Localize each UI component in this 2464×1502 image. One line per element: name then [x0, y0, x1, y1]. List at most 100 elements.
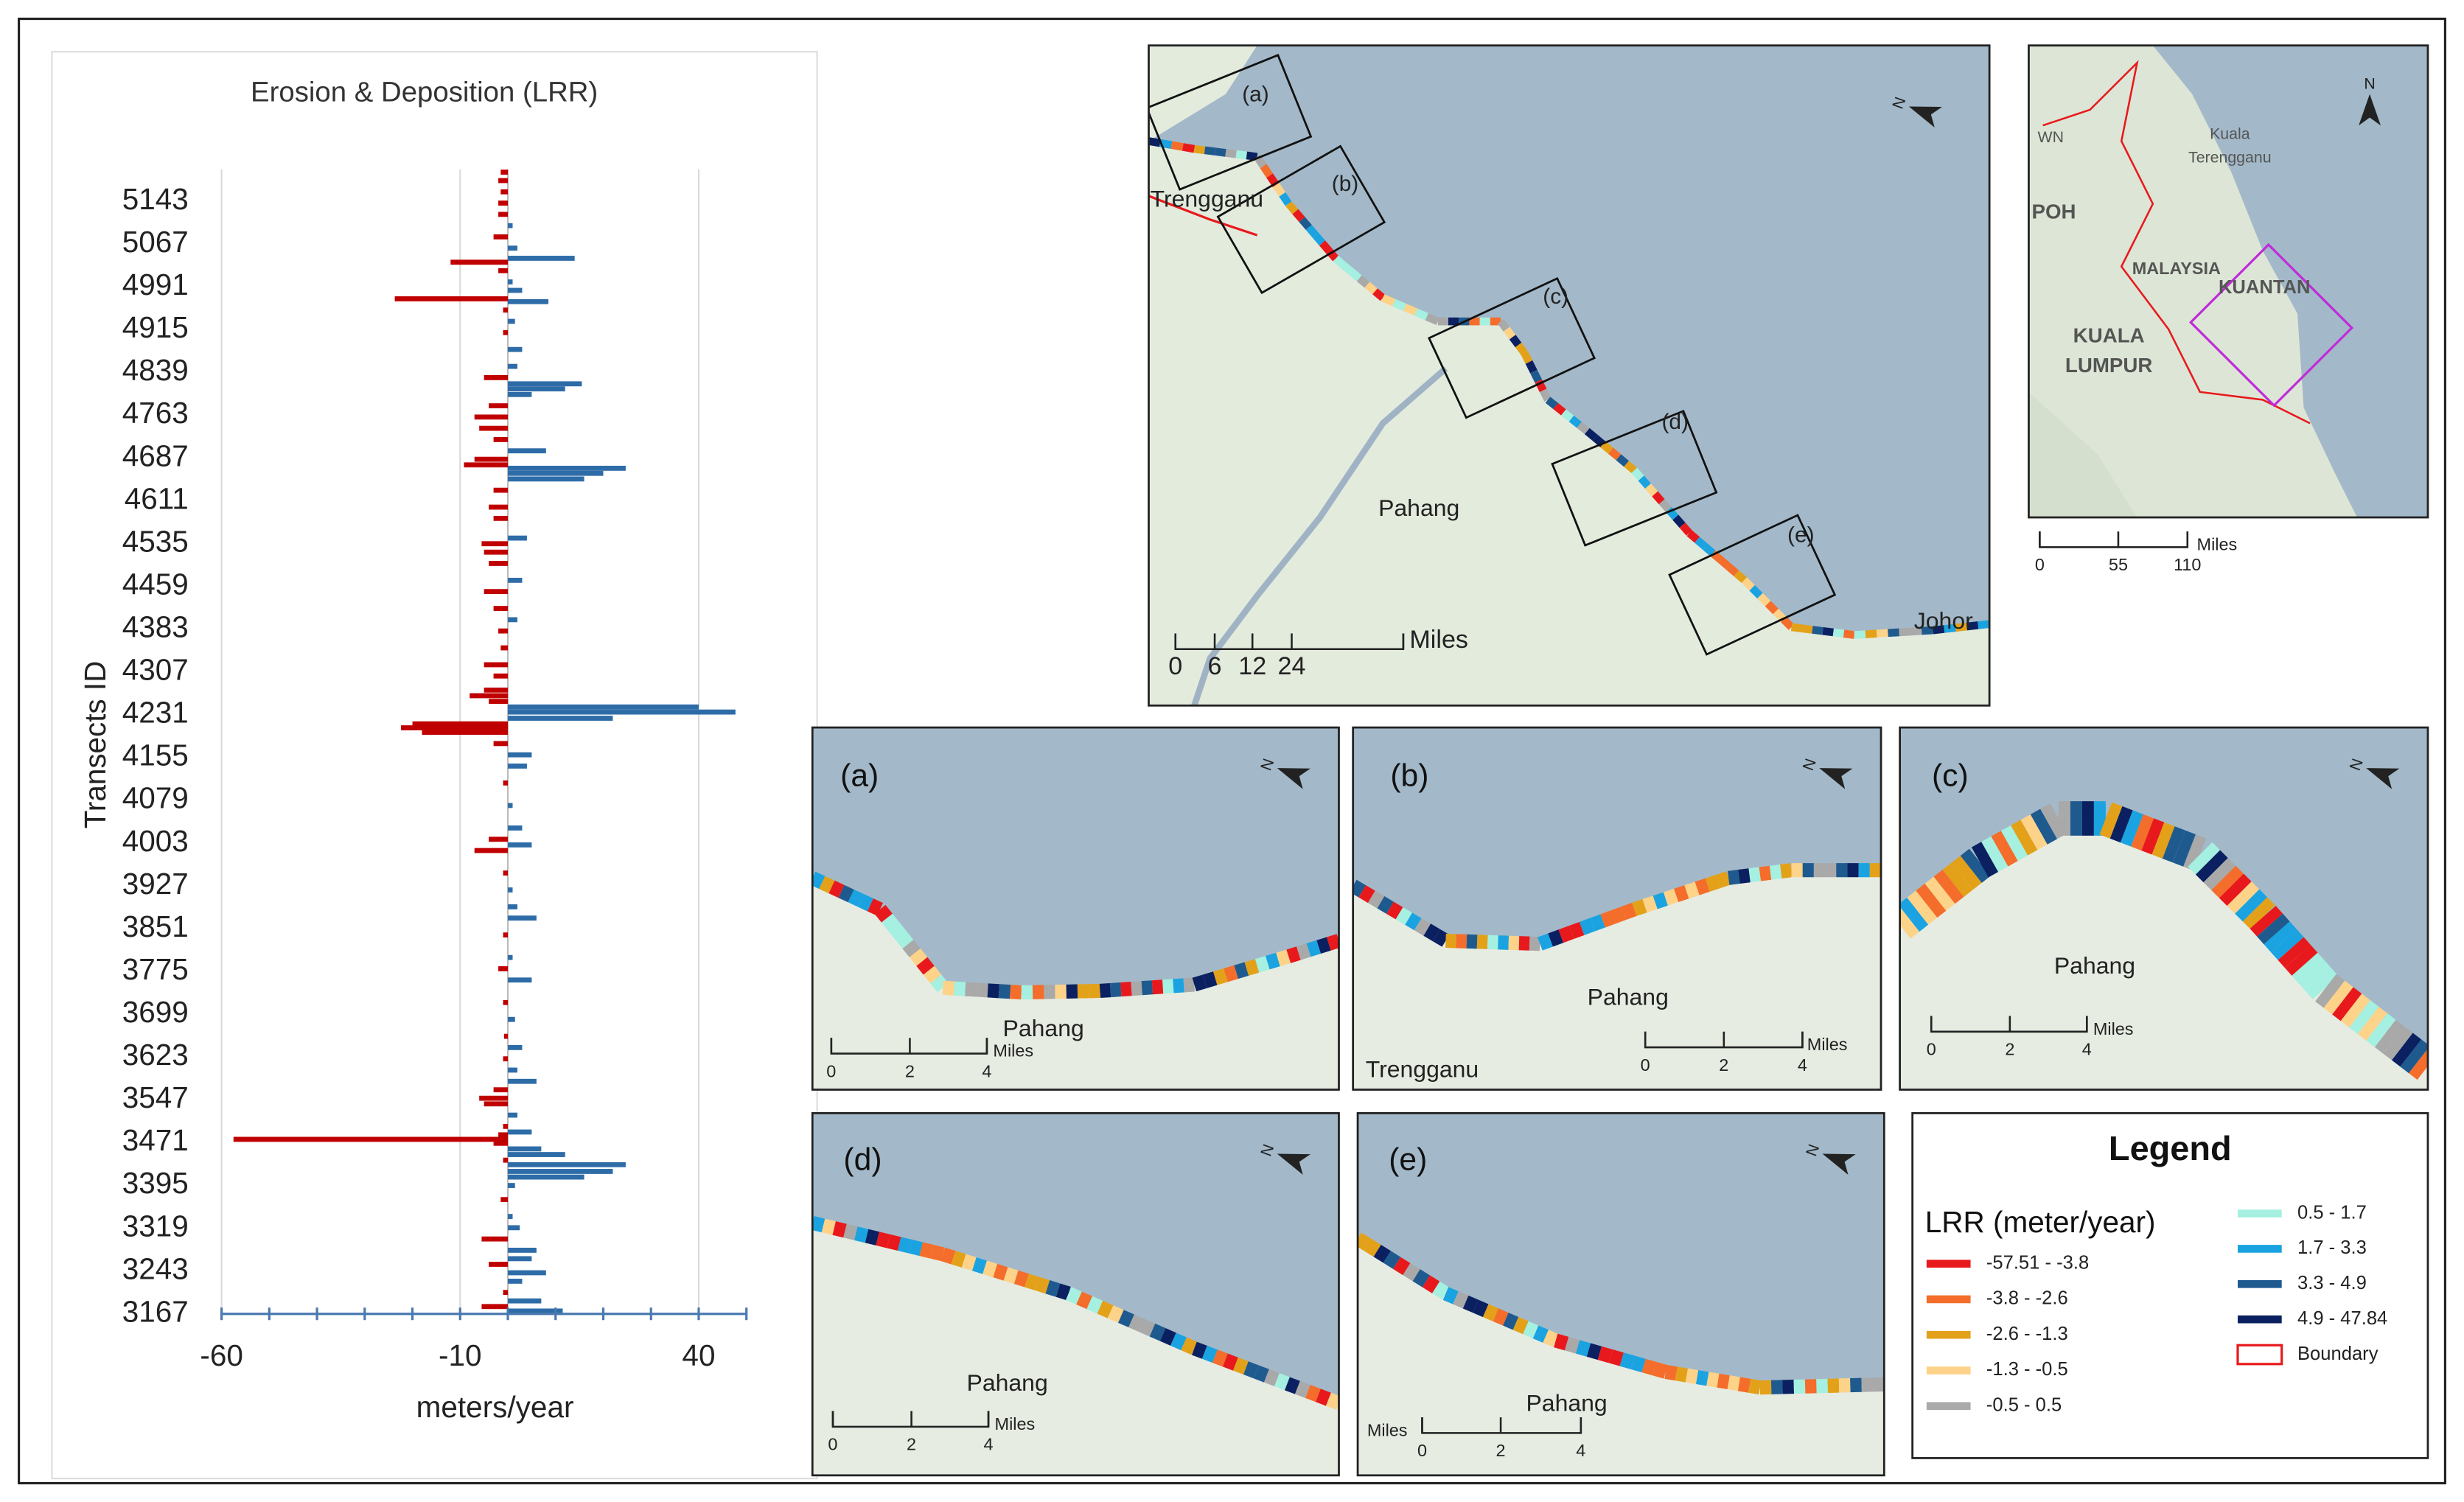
bar [493, 673, 509, 679]
scale-unit: Miles [2197, 535, 2238, 554]
shoreline-segment [1191, 1341, 1207, 1359]
shoreline-segment [919, 1242, 934, 1259]
bar [508, 1152, 565, 1157]
bar [508, 1067, 517, 1073]
shoreline-segment [812, 871, 826, 890]
shoreline-segment [1921, 626, 1933, 635]
place-label: POH [2032, 200, 2076, 223]
north-label: N [1257, 1142, 1278, 1159]
shoreline-segment [1748, 867, 1762, 883]
shoreline-segment [2227, 881, 2260, 914]
extent-label: (b) [1332, 172, 1358, 196]
shoreline-segment [1553, 402, 1566, 416]
bar [508, 391, 532, 397]
bar [498, 966, 509, 971]
shoreline-segment [1695, 878, 1710, 895]
shoreline-segment [1316, 937, 1331, 954]
shoreline-segment [1702, 543, 1716, 556]
scale-label: 0 [828, 1435, 837, 1454]
shoreline-segment [1616, 454, 1630, 467]
bar [474, 414, 509, 420]
shoreline-segment [1664, 1364, 1678, 1381]
bar [498, 212, 509, 217]
bar [503, 1157, 509, 1163]
shoreline-segment [1644, 483, 1658, 497]
shoreline-segment [1414, 308, 1428, 321]
shoreline-segment [1364, 282, 1378, 295]
shoreline-segment [1333, 255, 1347, 268]
map-border [811, 726, 1340, 1091]
bar [508, 298, 549, 304]
shoreline-segment [1600, 910, 1616, 928]
scale-label: 2 [907, 1435, 916, 1454]
shoreline-segment [1590, 914, 1605, 932]
bar [508, 954, 513, 960]
shoreline-segment [1482, 1304, 1499, 1321]
shoreline-segment [1568, 921, 1585, 940]
shoreline-segment [1263, 1369, 1280, 1387]
scale-label: 6 [1208, 652, 1222, 680]
shoreline-segment [1425, 312, 1439, 325]
shoreline-segment [1295, 1380, 1310, 1398]
shoreline-segment [1942, 862, 1973, 897]
shoreline-segment [819, 876, 835, 894]
shoreline-segment [2099, 802, 2123, 839]
scale-label: 4 [1798, 1055, 1807, 1075]
y-tick-label: 3319 [122, 1209, 189, 1243]
shoreline-segment [1243, 1361, 1259, 1379]
shoreline-segment [1173, 978, 1184, 993]
shoreline-segment [1944, 623, 1956, 633]
scale-label: 2 [1496, 1441, 1506, 1460]
shoreline-segment [1225, 149, 1237, 158]
y-tick-label: 3775 [122, 952, 189, 986]
shoreline-segment [1246, 151, 1258, 161]
scale-label: 110 [2174, 555, 2201, 574]
shoreline-segment [2400, 1039, 2428, 1074]
shoreline-segment [1843, 629, 1855, 639]
y-tick-label: 3243 [122, 1251, 189, 1285]
legend-label: Boundary [2297, 1344, 2379, 1364]
shoreline-segment [888, 922, 907, 940]
shoreline-segment [1192, 974, 1207, 992]
bar [498, 628, 509, 634]
shoreline-segment [2315, 974, 2345, 1008]
bar [489, 561, 509, 566]
shoreline-segment [1412, 1269, 1431, 1288]
shoreline-segment [1432, 1281, 1450, 1300]
shoreline-segment [1151, 979, 1164, 995]
shoreline-segment [1403, 304, 1418, 316]
scale-label: 0 [2035, 555, 2045, 574]
shoreline-segment [1757, 593, 1771, 607]
legend-label: 1.7 - 3.3 [2297, 1237, 2367, 1258]
shoreline-segment [1773, 608, 1787, 623]
shoreline-segment [1055, 1283, 1071, 1301]
shoreline-segment [1131, 981, 1142, 996]
shoreline-segment [1279, 192, 1292, 206]
bar [508, 1146, 542, 1152]
shoreline-segment [895, 931, 914, 949]
map-border [1148, 44, 1991, 707]
shoreline-segment [1548, 929, 1564, 947]
y-tick-label: 4839 [122, 353, 189, 387]
shoreline-segment [923, 965, 942, 984]
shoreline-segment [1888, 628, 1900, 638]
shoreline-segment [1718, 556, 1731, 570]
y-tick-label: 3167 [122, 1294, 189, 1328]
x-axis-label: meters/year [416, 1390, 574, 1424]
shoreline-segment [1326, 1392, 1339, 1410]
shoreline-segment [1717, 1373, 1730, 1390]
shoreline-segment [1695, 1370, 1709, 1386]
y-tick-label: 5067 [122, 225, 189, 259]
shoreline-segment [2409, 1048, 2428, 1080]
shoreline-segment [857, 894, 873, 912]
shoreline-segment [1780, 863, 1793, 879]
shoreline-segment [2340, 993, 2370, 1028]
bar [508, 1214, 513, 1219]
shoreline-segment [1497, 318, 1510, 332]
shoreline-segment [1285, 1377, 1300, 1394]
bar [503, 999, 509, 1005]
shoreline-segment [2374, 1019, 2405, 1054]
shoreline-segment [1675, 1366, 1688, 1383]
